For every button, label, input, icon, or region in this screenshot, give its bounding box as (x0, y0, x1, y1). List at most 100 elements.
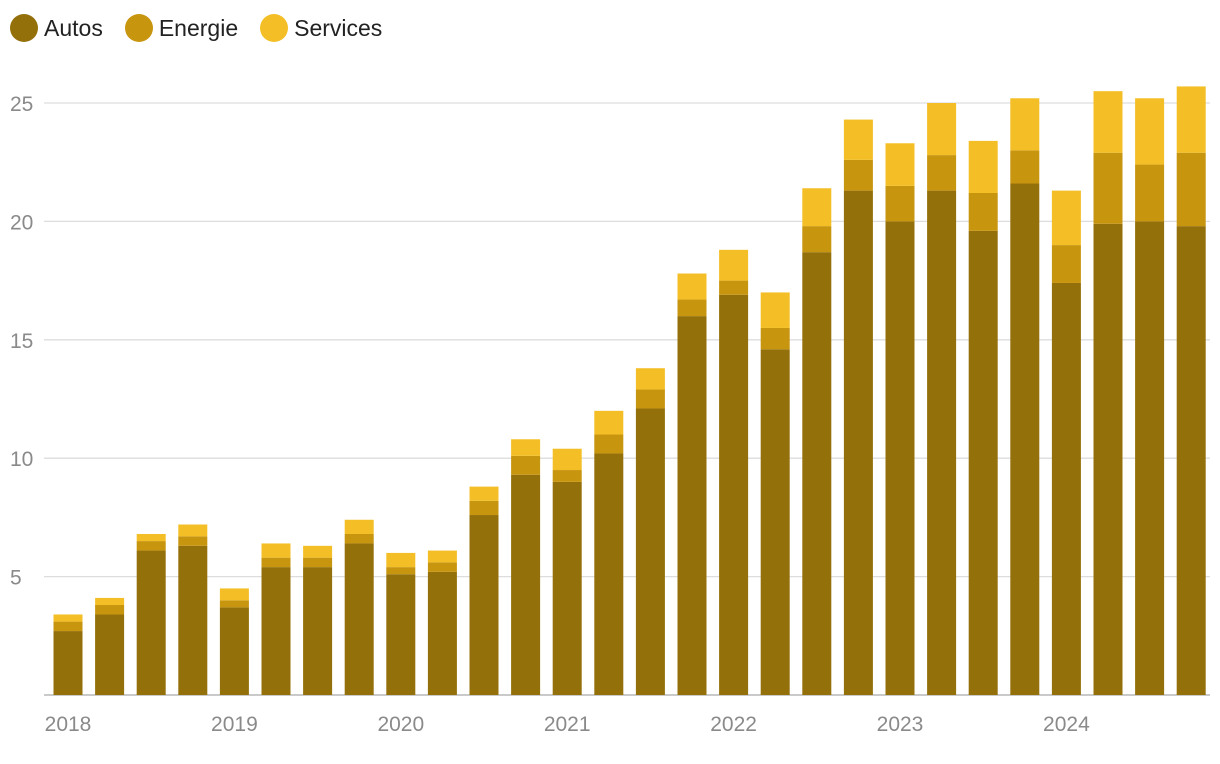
bar-services-19 (802, 188, 832, 227)
bar-energie-11 (469, 500, 499, 516)
bar-autos-13 (552, 481, 582, 695)
y-tick-label-20: 20 (10, 211, 33, 234)
bar-energie-9 (386, 567, 416, 575)
legend-item-services[interactable]: Services (260, 14, 382, 42)
bar-autos-17 (719, 294, 749, 695)
bar-services-4 (178, 524, 208, 537)
bar-autos-19 (802, 252, 832, 695)
bar-services-2 (95, 597, 125, 606)
bar-autos-18 (760, 349, 790, 695)
y-tick-label-15: 15 (10, 330, 33, 353)
bar-energie-20 (843, 159, 873, 191)
bar-services-13 (552, 448, 582, 471)
x-tick-label-2024: 2024 (1043, 713, 1090, 736)
bar-services-28 (1176, 86, 1206, 153)
bar-services-14 (594, 410, 624, 435)
bar-autos-23 (968, 230, 998, 695)
bar-energie-6 (261, 557, 291, 568)
bar-energie-8 (344, 533, 374, 544)
x-tick-label-2021: 2021 (544, 713, 591, 736)
bar-energie-13 (552, 470, 582, 482)
bar-services-6 (261, 543, 291, 558)
bar-services-26 (1093, 91, 1123, 153)
bar-energie-27 (1135, 164, 1165, 222)
bar-energie-1 (53, 621, 83, 632)
bar-services-5 (219, 588, 249, 601)
x-tick-label-2018: 2018 (45, 713, 92, 736)
bar-autos-10 (427, 571, 457, 695)
bar-autos-24 (1010, 183, 1040, 695)
bar-services-10 (427, 550, 457, 563)
bar-energie-7 (303, 557, 333, 568)
bar-energie-24 (1010, 150, 1040, 184)
bar-energie-10 (427, 562, 457, 572)
bar-energie-14 (594, 434, 624, 454)
legend-item-autos[interactable]: Autos (10, 14, 103, 42)
legend: Autos Energie Services (10, 14, 404, 42)
y-tick-label-25: 25 (10, 93, 33, 116)
bar-services-11 (469, 486, 499, 501)
bar-services-16 (677, 273, 707, 300)
bar-services-23 (968, 140, 998, 193)
x-tick-label-2020: 2020 (377, 713, 424, 736)
bar-autos-25 (1051, 282, 1081, 695)
bar-services-9 (386, 552, 416, 568)
bar-energie-25 (1051, 245, 1081, 283)
bar-autos-15 (635, 408, 665, 695)
bar-energie-2 (95, 605, 125, 615)
bar-services-18 (760, 292, 790, 328)
bar-energie-16 (677, 299, 707, 317)
bar-autos-4 (178, 545, 208, 695)
bar-autos-21 (885, 221, 915, 695)
bar-autos-6 (261, 567, 291, 695)
bar-energie-23 (968, 192, 998, 231)
x-tick-label-2022: 2022 (710, 713, 757, 736)
bar-services-21 (885, 143, 915, 186)
legend-swatch-services (260, 14, 289, 42)
bar-services-7 (303, 545, 333, 558)
bar-services-12 (511, 439, 541, 456)
y-tick-label-5: 5 (10, 567, 22, 590)
bar-autos-9 (386, 574, 416, 695)
bar-autos-7 (303, 567, 333, 695)
bar-autos-12 (511, 474, 541, 695)
bar-autos-8 (344, 543, 374, 695)
bar-energie-4 (178, 536, 208, 546)
y-tick-label-10: 10 (10, 448, 33, 471)
x-tick-label-2019: 2019 (211, 713, 258, 736)
bar-autos-27 (1135, 221, 1165, 695)
bar-autos-26 (1093, 223, 1123, 695)
bar-services-8 (344, 519, 374, 534)
bar-energie-22 (927, 155, 957, 191)
bar-energie-17 (719, 280, 749, 295)
bar-energie-19 (802, 226, 832, 253)
bar-autos-11 (469, 515, 499, 695)
bar-energie-26 (1093, 152, 1123, 224)
legend-swatch-energie (124, 14, 153, 42)
legend-label-autos: Autos (44, 14, 103, 41)
bar-services-27 (1135, 98, 1165, 165)
bar-autos-16 (677, 316, 707, 695)
bar-autos-20 (843, 190, 873, 695)
bar-autos-22 (927, 190, 957, 695)
bar-autos-5 (219, 607, 249, 695)
x-tick-label-2023: 2023 (877, 713, 924, 736)
bar-services-24 (1010, 98, 1040, 151)
bar-energie-28 (1176, 152, 1206, 227)
bar-services-1 (53, 614, 83, 622)
legend-label-energie: Energie (158, 14, 239, 41)
bar-services-25 (1051, 190, 1081, 246)
bar-autos-1 (53, 631, 83, 695)
legend-label-services: Services (294, 14, 383, 41)
legend-item-energie[interactable]: Energie (124, 14, 239, 42)
bar-services-22 (927, 103, 957, 156)
bar-autos-2 (95, 614, 125, 695)
legend-swatch-autos (10, 14, 38, 42)
bar-energie-3 (136, 541, 166, 551)
bar-energie-15 (635, 389, 665, 409)
bar-services-15 (635, 368, 665, 390)
bar-autos-14 (594, 453, 624, 695)
bar-energie-12 (511, 455, 541, 475)
bar-services-17 (719, 249, 749, 281)
